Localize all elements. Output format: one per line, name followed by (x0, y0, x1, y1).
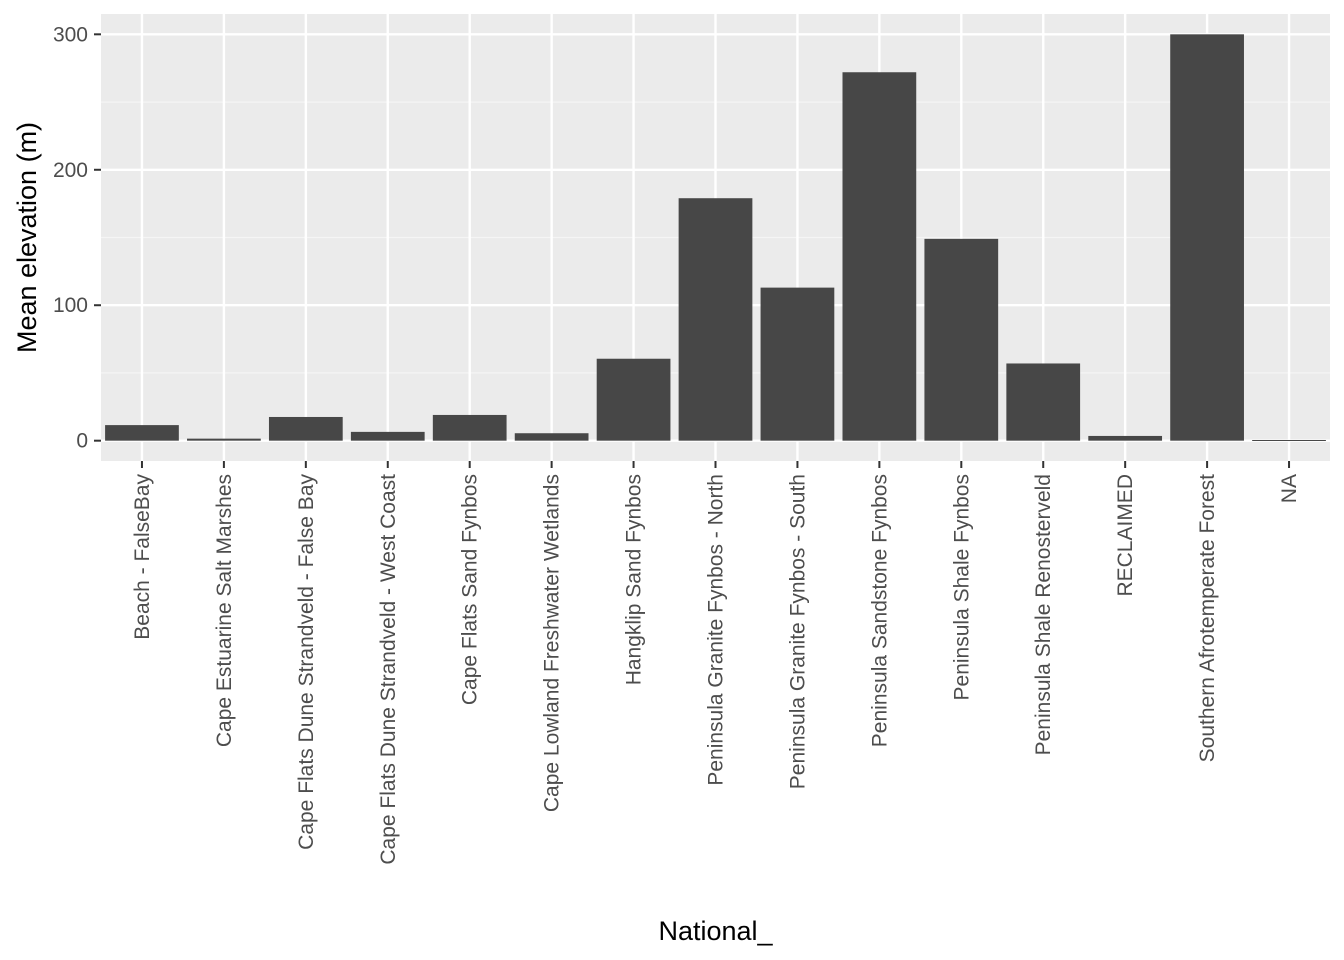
bar (924, 238, 999, 441)
bar (1006, 363, 1081, 441)
y-tick-label: 200 (53, 159, 88, 182)
bar (1252, 440, 1326, 442)
x-tick-label: Peninsula Shale Renosterveld (1032, 474, 1055, 755)
x-axis: Beach - FalseBay Cape Estuarine Salt Mars… (131, 461, 1301, 865)
bar (596, 358, 671, 441)
x-tick-label: Cape Flats Dune Strandveld - False Bay (295, 474, 318, 850)
x-tick-label: Cape Flats Sand Fynbos (459, 474, 482, 705)
bar (1170, 34, 1244, 441)
bar (514, 433, 589, 441)
x-tick-label: Hangklip Sand Fynbos (623, 474, 646, 685)
x-tick-label: Cape Lowland Freshwater Wetlands (541, 474, 564, 812)
x-tick-label: Peninsula Sandstone Fynbos (868, 474, 891, 747)
bar (432, 414, 507, 441)
y-axis: 0 100 200 300 (53, 23, 101, 453)
x-tick-label: Southern Afrotemperate Forest (1196, 474, 1219, 762)
y-tick-label: 300 (53, 23, 88, 46)
x-tick-label: RECLAIMED (1114, 474, 1137, 597)
bar (350, 431, 425, 441)
x-axis-title: National_ (658, 916, 773, 946)
bar (842, 72, 917, 441)
x-tick-label: Peninsula Shale Fynbos (950, 474, 973, 700)
bars (105, 34, 1326, 442)
y-tick-label: 0 (76, 430, 88, 453)
x-tick-label: Peninsula Granite Fynbos - South (786, 474, 809, 789)
x-tick-label: Cape Estuarine Salt Marshes (213, 474, 236, 747)
bar (1088, 435, 1163, 441)
y-tick-label: 100 (53, 294, 88, 317)
bar (268, 416, 343, 441)
bar (105, 425, 179, 441)
x-tick-label: Beach - FalseBay (131, 474, 154, 640)
x-tick-label: NA (1278, 474, 1301, 503)
bar (187, 438, 261, 441)
y-axis-title: Mean elevation (m) (12, 122, 42, 353)
x-tick-label: Peninsula Granite Fynbos - North (705, 474, 728, 786)
x-tick-label: Cape Flats Dune Strandveld - West Coast (377, 474, 400, 865)
bar (678, 198, 753, 441)
bar (760, 287, 835, 441)
